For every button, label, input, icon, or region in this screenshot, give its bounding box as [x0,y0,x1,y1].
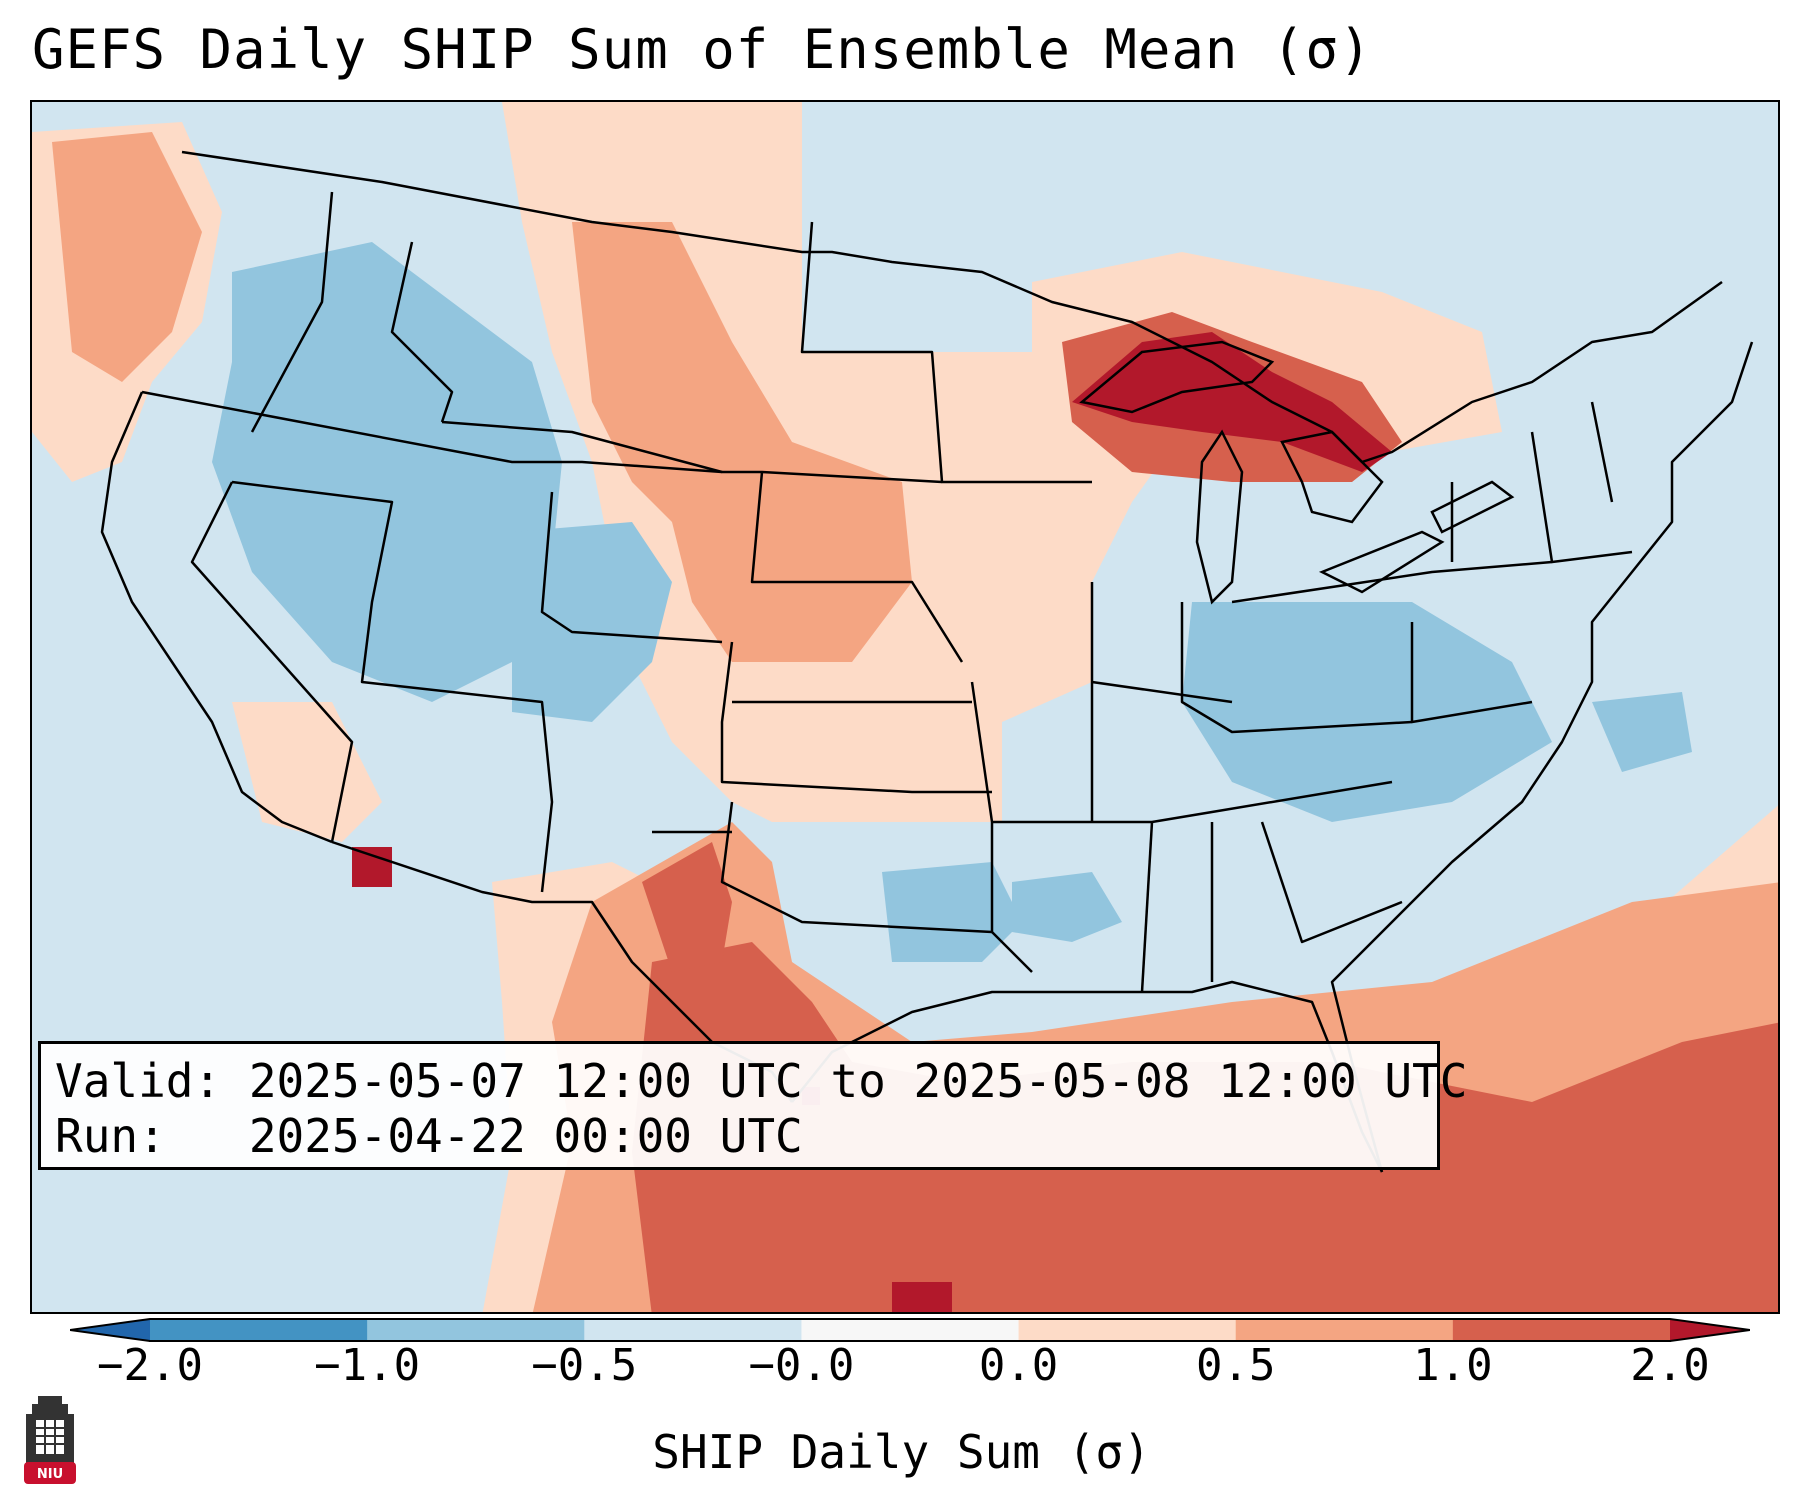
colorbar-tick-label: −1.0 [314,1340,421,1391]
colorbar-bin [801,1319,1020,1341]
state-borders [100,150,1754,1173]
state-line-3 [231,480,554,893]
colorbar-bin [367,1319,585,1341]
state-line-21 [1231,560,1553,604]
colorbar-tick-label: −0.0 [748,1340,855,1391]
anomaly-region-southwest [232,702,382,842]
colorbar-bin [1235,1319,1454,1341]
anomaly-region-mississippi [1012,872,1122,942]
niu-logo-text: NIU [37,1467,63,1482]
state-line-10 [750,471,964,663]
state-line-7 [540,491,723,644]
state-line-4 [441,420,723,474]
colorbar-bin [1018,1319,1237,1341]
anomaly-region-ohio-valley [1182,602,1552,822]
east-coast [1330,341,1754,1173]
lake-huron [1280,430,1384,524]
colorbar-tick-marks [149,1341,1671,1342]
colorbar-tick-label: −0.5 [531,1340,638,1391]
colorbar-tick-label: 1.0 [1413,1340,1493,1391]
lakes [1079,340,1515,605]
lake-superior [1079,340,1275,414]
lake-erie [1318,530,1445,594]
anomaly-cell-arizona [352,847,392,887]
canada-border [181,150,1723,464]
state-line-11 [800,221,1092,484]
anomaly-region-dakotas [572,222,912,662]
colorbar-over-arrow [1670,1319,1750,1341]
anomaly-region-intermountain [212,242,562,702]
colorbar-tick-label: −2.0 [97,1340,203,1391]
colorbar-tick-label: 0.5 [1195,1340,1276,1391]
anomaly-cell-gulf [892,1282,952,1312]
colorbar-bin [1452,1319,1671,1341]
colorbar-bins [150,1319,1671,1341]
state-line-6 [390,241,454,423]
map-title: GEFS Daily SHIP Sum of Ensemble Mean (σ) [32,18,1373,81]
colorbar-bin [584,1319,802,1341]
niu-logo: NIU [24,1396,76,1484]
lake-michigan [1195,429,1244,605]
colorbar-under-arrow [70,1319,150,1341]
colorbar-bin [150,1319,368,1341]
colorbar-tick-label: 0.0 [978,1340,1059,1391]
niu-logo-band [24,1462,76,1484]
state-line-12 [970,681,1033,973]
colorbar-tick-labels: −2.0 −1.0 −0.5 −0.0 0.0 0.5 1.0 2.0 [0,1340,1803,1400]
state-line-13 [720,801,993,934]
state-line-1 [141,390,943,484]
valid-time: Valid: 2025-05-07 12:00 UTC to 2025-05-0… [55,1054,1468,1108]
lake-ontario [1430,480,1515,534]
anomaly-region-pacific-nw [52,132,202,382]
colorbar [70,1318,1750,1342]
state-line-19 [1260,821,1403,944]
state-line-8 [720,641,992,794]
state-line-17 [1140,821,1154,993]
west-coast [100,391,333,844]
state-line-5 [250,191,334,433]
valid-run-box: Valid: 2025-05-07 12:00 UTC to 2025-05-0… [38,1041,1468,1170]
colorbar-tick-label: 2.0 [1630,1340,1710,1391]
state-line-25 [1530,431,1633,564]
state-line-2 [190,481,354,843]
state-line-15 [992,780,1393,824]
run-time: Run: 2025-04-22 00:00 UTC [55,1109,803,1163]
state-line-26 [1590,401,1614,503]
state-line-22 [1410,622,1533,724]
anomaly-region-nm [642,842,732,972]
anomaly-region-colorado [512,522,672,722]
state-line-23 [1091,680,1233,704]
anomaly-region-oklahoma [882,862,1022,962]
anomaly-region-atlantic [1592,692,1692,772]
state-line-20 [1180,602,1413,734]
colorbar-label: SHIP Daily Sum (σ) [652,1425,1151,1479]
